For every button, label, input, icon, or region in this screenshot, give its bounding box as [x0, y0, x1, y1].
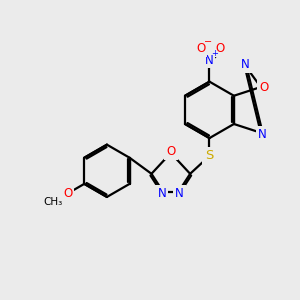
Text: O: O: [63, 187, 72, 200]
Text: N: N: [158, 187, 166, 200]
Text: O: O: [215, 42, 224, 55]
Text: O: O: [166, 145, 176, 158]
Text: S: S: [205, 149, 214, 162]
Text: N: N: [258, 128, 267, 141]
Text: O: O: [259, 80, 268, 94]
Text: CH₃: CH₃: [44, 197, 63, 207]
Text: O: O: [196, 42, 205, 55]
Text: −: −: [204, 37, 212, 46]
Text: N: N: [241, 58, 250, 71]
Text: N: N: [205, 54, 214, 67]
Text: N: N: [175, 187, 184, 200]
Text: +: +: [212, 49, 218, 58]
